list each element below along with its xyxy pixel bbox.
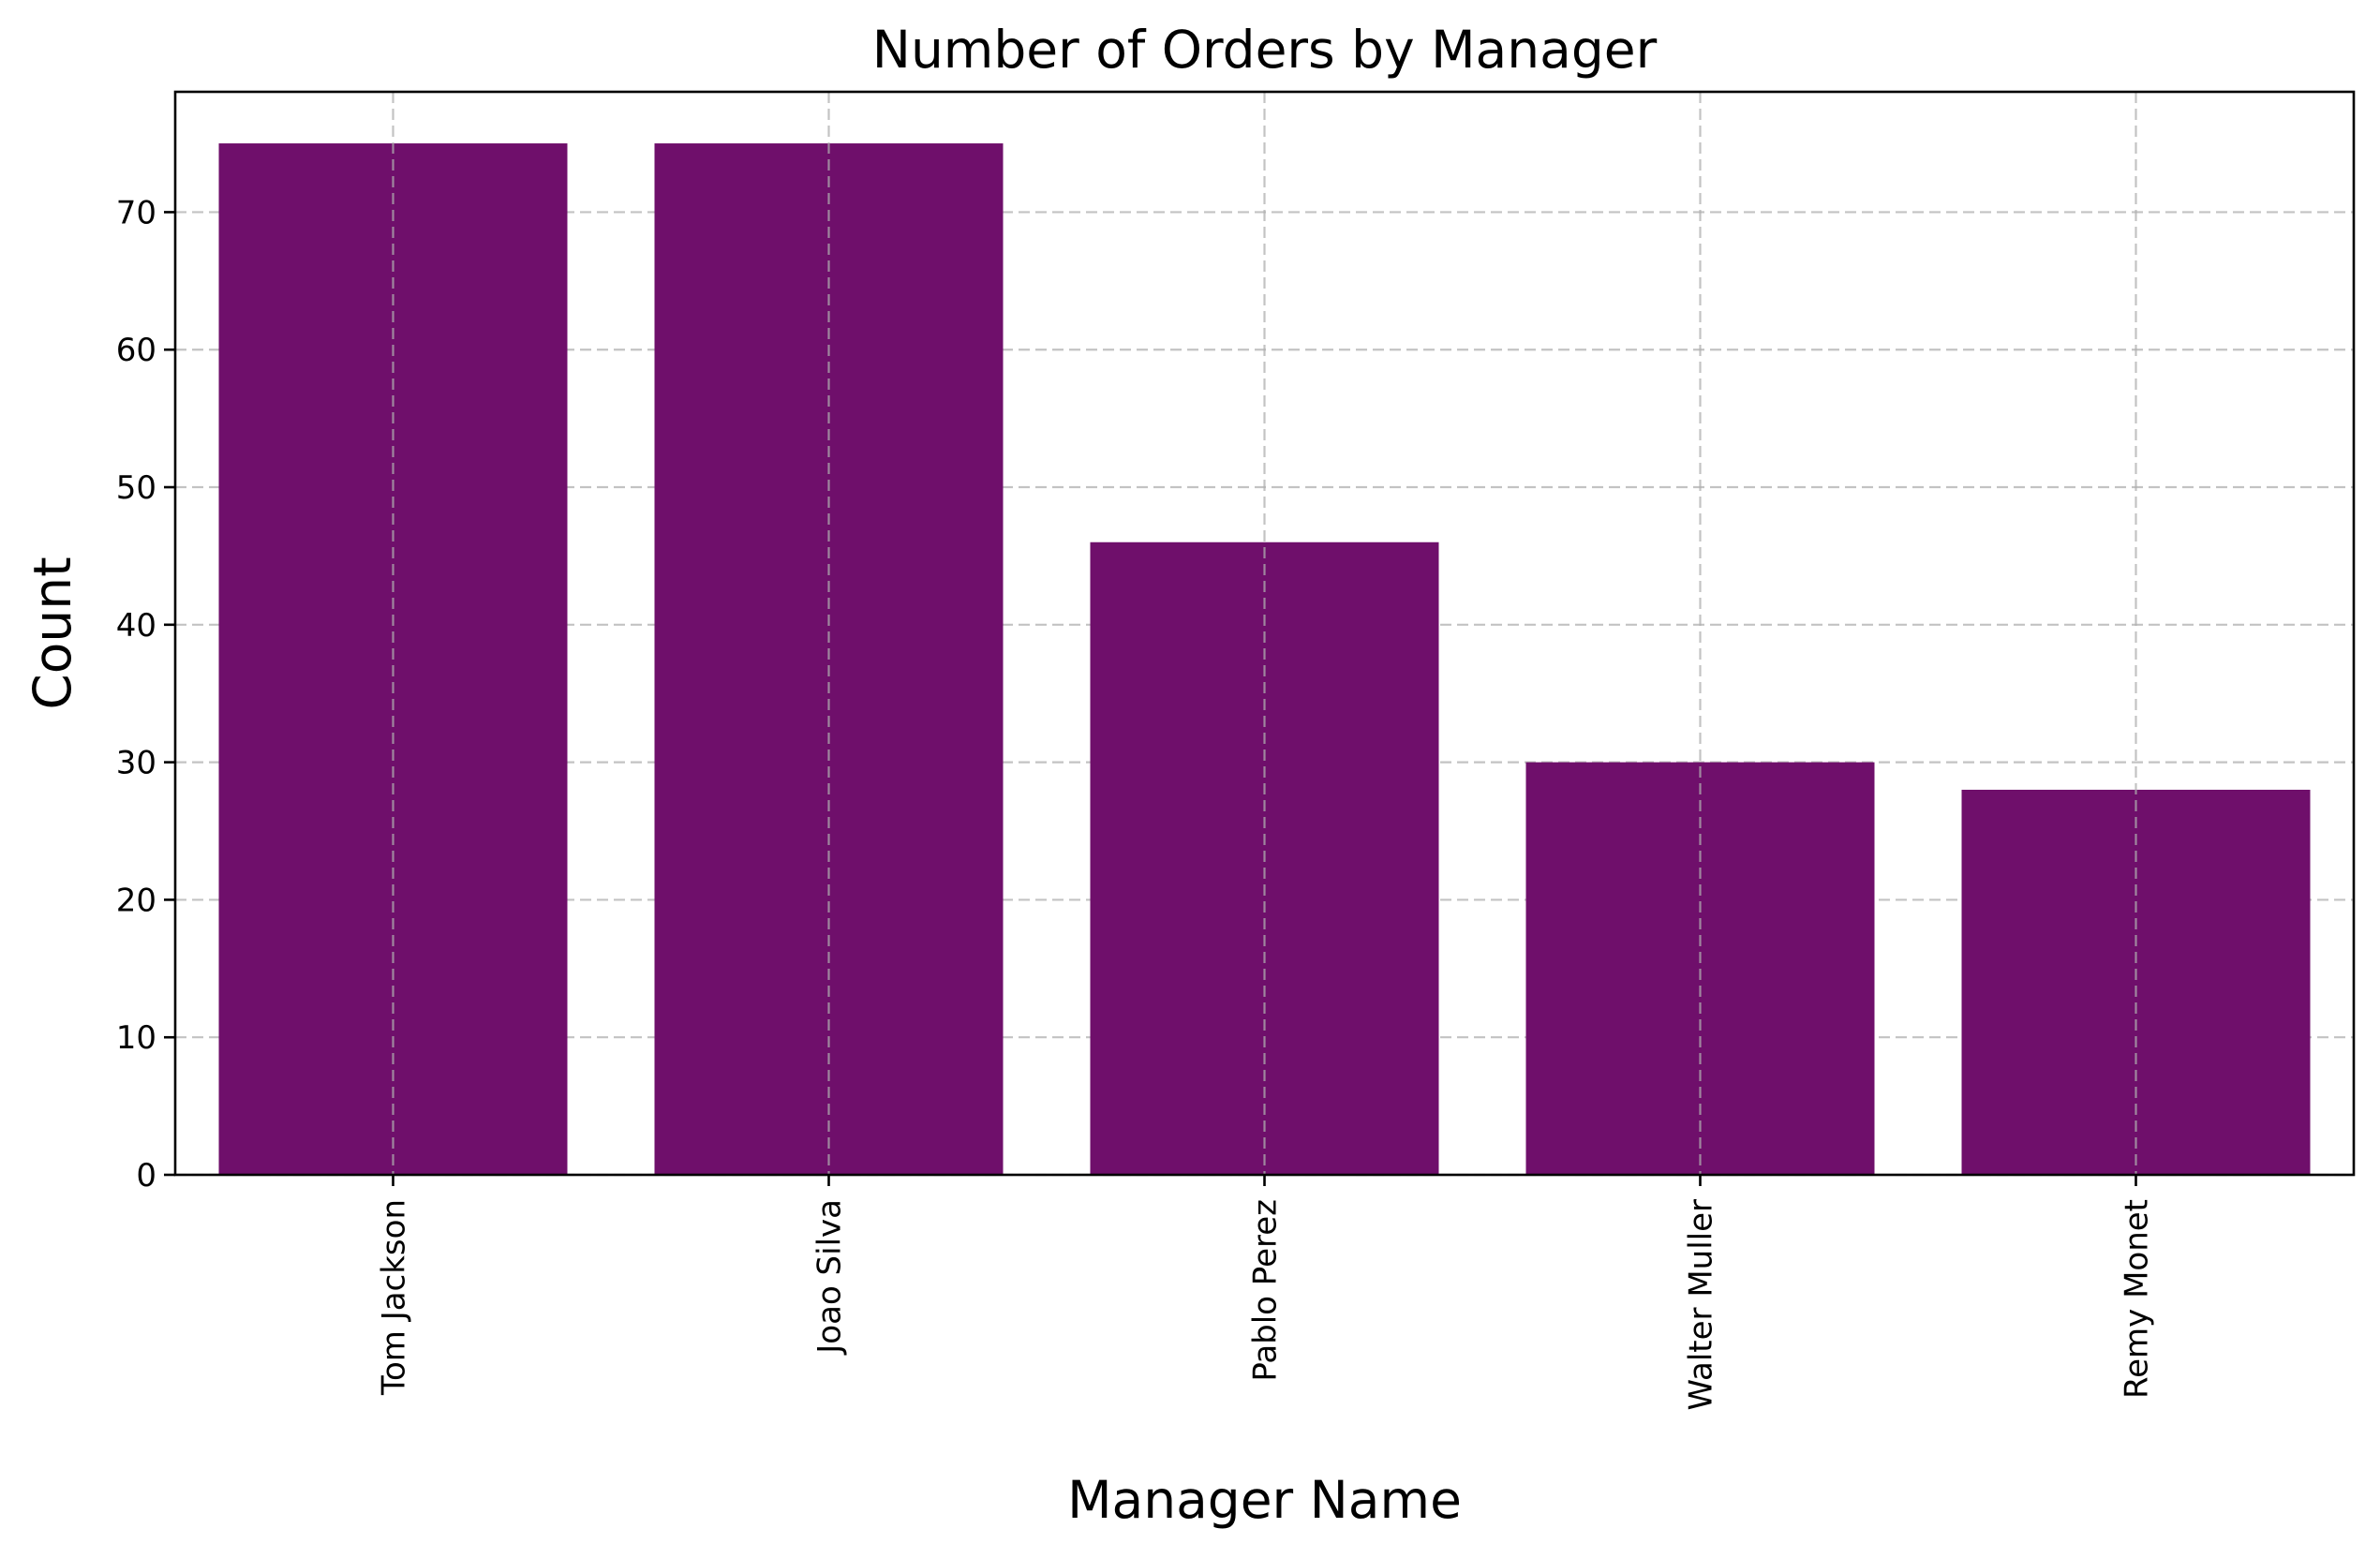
x-tick-label: Tom Jackson	[376, 1199, 413, 1396]
y-tick-label: 10	[116, 1019, 156, 1057]
x-tick-label: Walter Muller	[1683, 1199, 1720, 1410]
x-axis-label: Manager Name	[1067, 1470, 1462, 1530]
y-tick-label: 50	[116, 469, 156, 507]
bar-remy-monet	[1961, 789, 2311, 1175]
y-tick-label: 40	[116, 607, 156, 645]
x-tick-label: Remy Monet	[2119, 1199, 2156, 1399]
x-axis-ticks: Tom Jackson Joao Silva Pablo Perez Walter M…	[376, 1175, 2156, 1410]
y-tick-label: 20	[116, 882, 156, 919]
y-axis-ticks: 0 10 20 30 40 50 60 70	[116, 194, 175, 1194]
y-tick-label: 70	[116, 194, 156, 231]
chart-title: Number of Orders by Manager	[872, 20, 1658, 80]
vertical-grid-layer	[392, 92, 2137, 1175]
y-axis-label: Count	[22, 556, 82, 709]
x-tick-label: Pablo Perez	[1247, 1199, 1285, 1382]
x-tick-label: Joao Silva	[811, 1199, 849, 1356]
y-tick-label: 30	[116, 745, 156, 782]
y-tick-label: 0	[136, 1157, 156, 1194]
y-tick-label: 60	[116, 332, 156, 369]
